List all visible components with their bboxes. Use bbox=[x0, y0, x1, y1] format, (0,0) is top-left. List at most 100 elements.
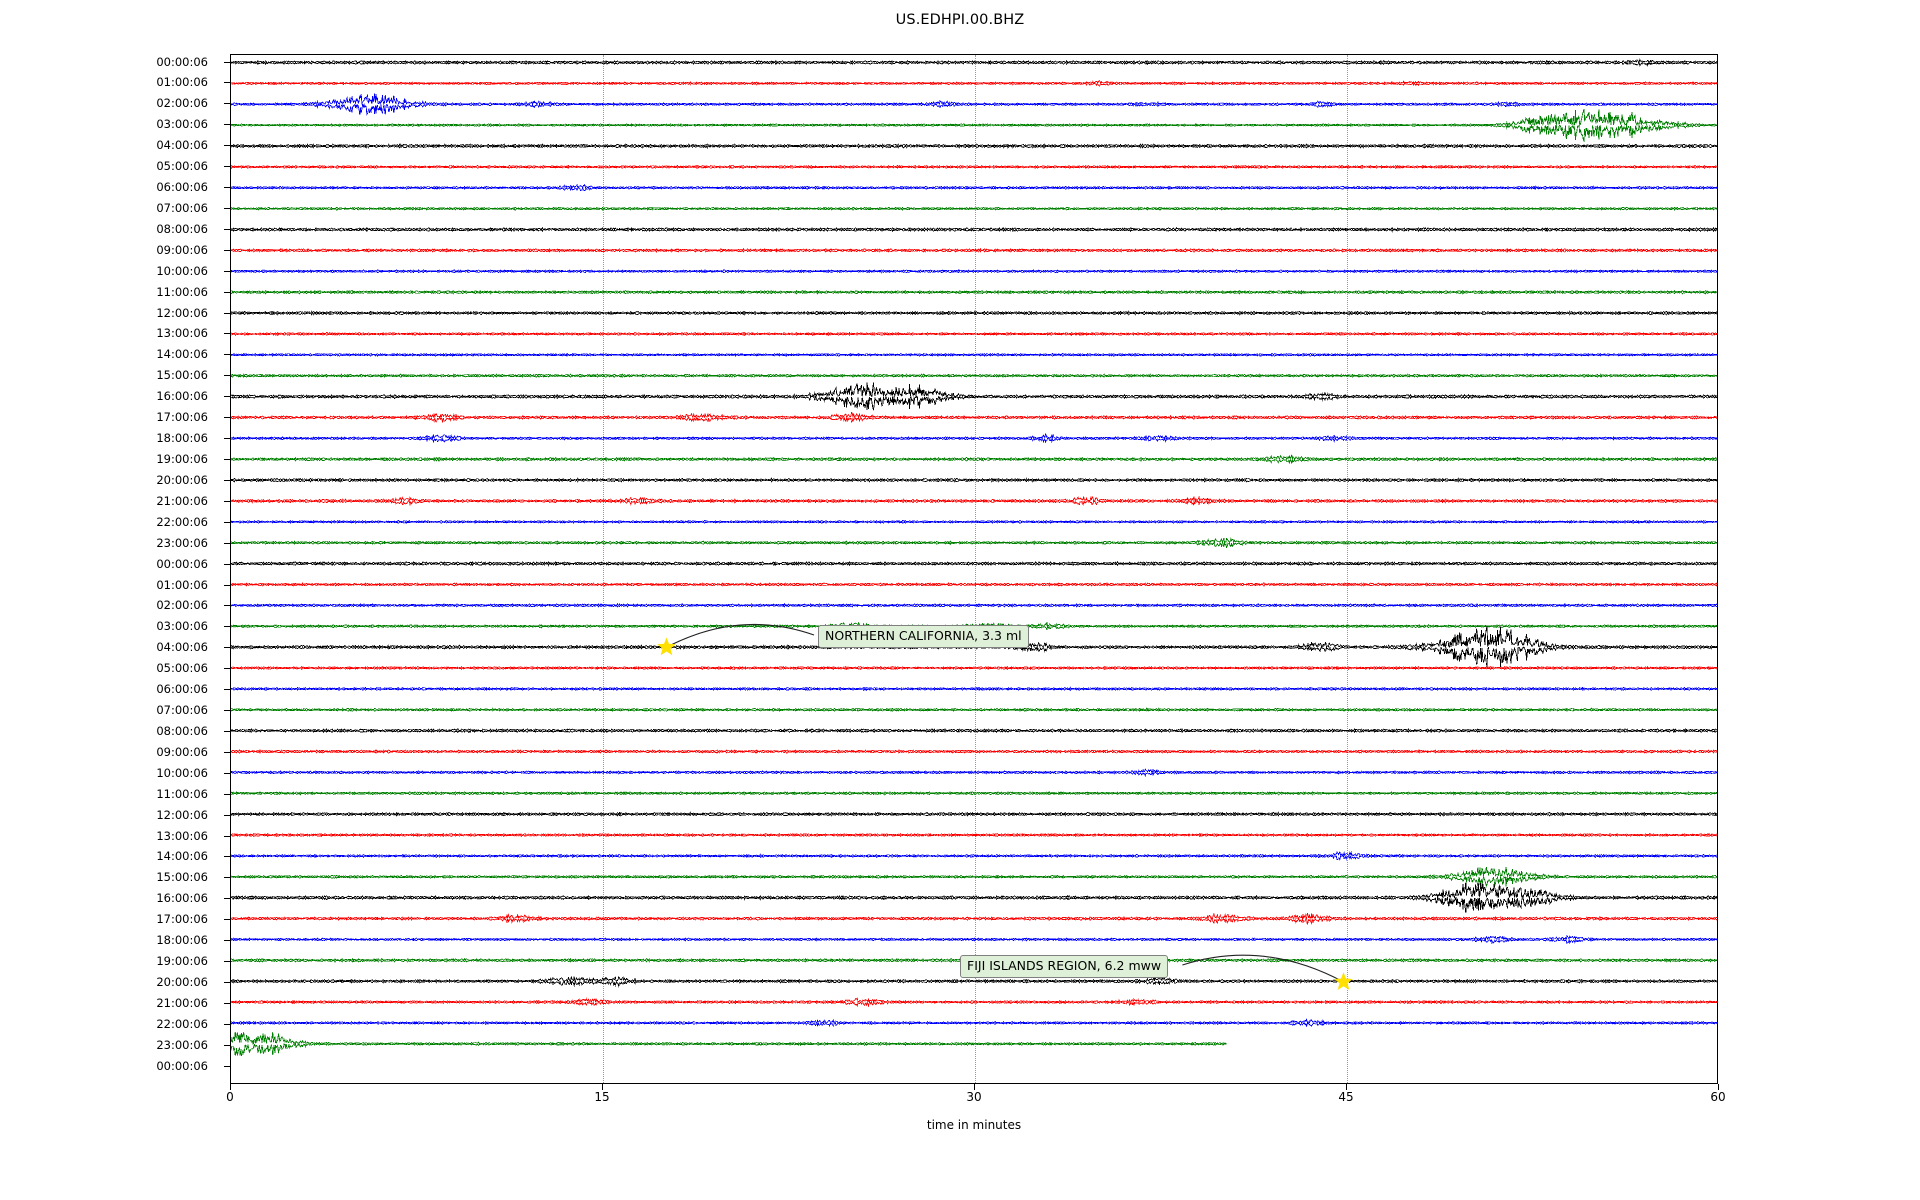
y-tick-label: 18:00:06 bbox=[156, 431, 208, 445]
trace-path bbox=[231, 146, 1717, 148]
trace-row-1 bbox=[231, 81, 1717, 86]
trace-row-18 bbox=[231, 434, 1717, 442]
y-tick-mark bbox=[224, 1066, 230, 1067]
trace-row-44 bbox=[231, 977, 1717, 986]
trace-row-13 bbox=[231, 333, 1717, 336]
y-tick-mark bbox=[224, 752, 230, 753]
y-tick-label: 03:00:06 bbox=[156, 117, 208, 131]
trace-path bbox=[231, 960, 1717, 962]
trace-path bbox=[231, 185, 1717, 188]
trace-path bbox=[231, 434, 1717, 438]
y-tick-mark bbox=[224, 794, 230, 795]
y-tick-mark bbox=[224, 313, 230, 314]
y-tick-label: 00:00:06 bbox=[156, 557, 208, 571]
trace-row-2 bbox=[231, 94, 1717, 115]
trace-path bbox=[231, 939, 1717, 943]
y-tick-label: 19:00:06 bbox=[156, 954, 208, 968]
y-tick-label: 20:00:06 bbox=[156, 975, 208, 989]
trace-path bbox=[231, 729, 1717, 731]
y-tick-mark bbox=[224, 543, 230, 544]
y-tick-mark bbox=[224, 982, 230, 983]
y-tick-mark bbox=[224, 166, 230, 167]
trace-row-14 bbox=[231, 353, 1717, 356]
trace-path bbox=[231, 355, 1717, 356]
y-tick-mark bbox=[224, 668, 230, 669]
y-tick-label: 00:00:06 bbox=[156, 1059, 208, 1073]
y-tick-mark bbox=[224, 564, 230, 565]
y-tick-label: 18:00:06 bbox=[156, 933, 208, 947]
y-tick-mark bbox=[224, 333, 230, 334]
y-tick-label: 21:00:06 bbox=[156, 996, 208, 1010]
trace-row-19 bbox=[231, 455, 1717, 464]
y-tick-label: 16:00:06 bbox=[156, 891, 208, 905]
trace-path bbox=[231, 626, 1717, 647]
y-tick-mark bbox=[224, 710, 230, 711]
y-tick-label: 11:00:06 bbox=[156, 285, 208, 299]
trace-row-31 bbox=[231, 708, 1717, 711]
plot-axes bbox=[230, 54, 1718, 1084]
trace-path bbox=[231, 455, 1717, 459]
trace-path bbox=[231, 919, 1717, 925]
trace-row-11 bbox=[231, 291, 1717, 294]
trace-row-3 bbox=[231, 109, 1717, 141]
trace-path bbox=[231, 564, 1717, 566]
page-title: US.EDHPI.00.BHZ bbox=[0, 12, 1920, 28]
trace-path bbox=[231, 647, 1717, 667]
y-tick-mark bbox=[224, 605, 230, 606]
trace-path bbox=[231, 250, 1717, 252]
trace-row-23 bbox=[231, 538, 1717, 547]
trace-row-0 bbox=[231, 59, 1717, 65]
trace-row-47 bbox=[231, 1032, 1227, 1056]
trace-path bbox=[231, 977, 1717, 982]
trace-path bbox=[231, 228, 1717, 230]
trace-path bbox=[231, 835, 1717, 836]
trace-path bbox=[231, 438, 1717, 442]
trace-path bbox=[231, 710, 1717, 711]
y-tick-label: 07:00:06 bbox=[156, 201, 208, 215]
x-tick-label: 30 bbox=[966, 1090, 981, 1104]
seismogram-traces bbox=[231, 55, 1717, 1083]
trace-row-28 bbox=[231, 626, 1717, 667]
y-tick-mark bbox=[224, 626, 230, 627]
trace-path bbox=[231, 605, 1717, 607]
trace-path bbox=[231, 604, 1717, 606]
y-tick-mark bbox=[224, 271, 230, 272]
y-tick-mark bbox=[224, 417, 230, 418]
y-tick-label: 12:00:06 bbox=[156, 808, 208, 822]
trace-row-38 bbox=[231, 852, 1717, 860]
trace-path bbox=[231, 291, 1717, 293]
y-tick-label: 23:00:06 bbox=[156, 1038, 208, 1052]
trace-path bbox=[231, 230, 1717, 232]
y-tick-label: 09:00:06 bbox=[156, 243, 208, 257]
y-tick-mark bbox=[224, 354, 230, 355]
y-tick-label: 08:00:06 bbox=[156, 222, 208, 236]
plot-area bbox=[231, 55, 1717, 1083]
x-tick-label: 60 bbox=[1710, 1090, 1725, 1104]
trace-row-24 bbox=[231, 562, 1717, 565]
trace-path bbox=[231, 376, 1717, 378]
y-tick-mark bbox=[224, 815, 230, 816]
y-tick-mark bbox=[224, 836, 230, 837]
trace-path bbox=[231, 271, 1717, 272]
y-tick-mark bbox=[224, 647, 230, 648]
y-tick-mark bbox=[224, 773, 230, 774]
y-tick-label: 02:00:06 bbox=[156, 598, 208, 612]
trace-path bbox=[231, 913, 1717, 918]
x-tick-mark bbox=[230, 1084, 231, 1090]
trace-path bbox=[231, 898, 1717, 913]
y-tick-mark bbox=[224, 898, 230, 899]
y-tick-label: 20:00:06 bbox=[156, 473, 208, 487]
trace-row-30 bbox=[231, 687, 1717, 690]
trace-path bbox=[231, 998, 1717, 1002]
y-tick-mark bbox=[224, 375, 230, 376]
trace-row-25 bbox=[231, 583, 1717, 586]
trace-row-36 bbox=[231, 812, 1717, 815]
trace-path bbox=[231, 125, 1717, 141]
y-tick-mark bbox=[224, 229, 230, 230]
x-axis-label: time in minutes bbox=[230, 1118, 1718, 1132]
y-tick-label: 11:00:06 bbox=[156, 787, 208, 801]
trace-path bbox=[231, 59, 1717, 62]
y-tick-mark bbox=[224, 62, 230, 63]
trace-path bbox=[231, 1044, 1227, 1056]
trace-path bbox=[231, 852, 1717, 856]
